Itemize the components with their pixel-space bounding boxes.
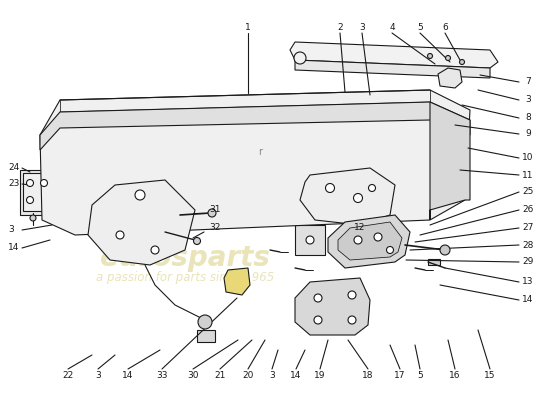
Text: 3: 3 — [269, 370, 275, 380]
Circle shape — [151, 246, 159, 254]
Polygon shape — [40, 102, 470, 150]
Bar — [428, 259, 440, 265]
Text: 20: 20 — [243, 370, 254, 380]
Bar — [444, 54, 452, 62]
Circle shape — [446, 56, 450, 60]
Bar — [162, 229, 169, 236]
Circle shape — [348, 316, 356, 324]
Text: 26: 26 — [522, 206, 534, 214]
Circle shape — [314, 316, 322, 324]
Text: 17: 17 — [394, 370, 406, 380]
Circle shape — [41, 180, 47, 186]
Text: 14: 14 — [522, 296, 534, 304]
Bar — [295, 225, 325, 255]
Text: 25: 25 — [522, 188, 534, 196]
Text: 24: 24 — [8, 164, 19, 172]
Polygon shape — [438, 68, 462, 88]
Circle shape — [427, 54, 432, 58]
Polygon shape — [40, 90, 470, 235]
Circle shape — [314, 294, 322, 302]
Text: 1: 1 — [245, 24, 251, 32]
Circle shape — [368, 184, 376, 192]
Circle shape — [116, 231, 124, 239]
Text: 13: 13 — [522, 278, 534, 286]
Circle shape — [440, 245, 450, 255]
Bar — [197, 330, 215, 342]
Text: a passion for parts since 1965: a passion for parts since 1965 — [96, 272, 274, 284]
Text: 31: 31 — [209, 206, 221, 214]
Text: 3: 3 — [8, 226, 14, 234]
Text: 14: 14 — [8, 244, 19, 252]
Polygon shape — [295, 60, 490, 78]
Bar — [426, 52, 434, 60]
Circle shape — [326, 184, 334, 192]
Bar — [458, 58, 466, 66]
Circle shape — [26, 180, 34, 186]
Text: 3: 3 — [95, 370, 101, 380]
Circle shape — [306, 236, 314, 244]
Text: 32: 32 — [210, 224, 221, 232]
Text: 22: 22 — [62, 370, 74, 380]
Text: 29: 29 — [522, 258, 534, 266]
Text: 6: 6 — [442, 24, 448, 32]
Text: 14: 14 — [290, 370, 302, 380]
Circle shape — [194, 238, 201, 244]
Text: 28: 28 — [522, 240, 534, 250]
Text: 10: 10 — [522, 154, 534, 162]
Text: eurosparts: eurosparts — [100, 244, 270, 272]
Text: 18: 18 — [362, 370, 374, 380]
Text: 2: 2 — [337, 24, 343, 32]
Text: 9: 9 — [525, 130, 531, 138]
Text: 14: 14 — [122, 370, 134, 380]
Text: 12: 12 — [354, 224, 366, 232]
Circle shape — [459, 60, 465, 64]
Text: 23: 23 — [8, 180, 19, 188]
Circle shape — [135, 190, 145, 200]
Text: 5: 5 — [417, 370, 423, 380]
Text: 21: 21 — [214, 370, 225, 380]
Polygon shape — [300, 168, 395, 225]
Polygon shape — [290, 42, 498, 68]
Circle shape — [26, 196, 34, 204]
Text: 30: 30 — [187, 370, 199, 380]
Text: 3: 3 — [359, 24, 365, 32]
Polygon shape — [430, 102, 470, 220]
Text: 8: 8 — [525, 114, 531, 122]
Circle shape — [198, 315, 212, 329]
Text: r: r — [258, 147, 262, 157]
Circle shape — [294, 52, 306, 64]
Text: 3: 3 — [525, 96, 531, 104]
Bar — [23, 173, 53, 211]
Text: 15: 15 — [484, 370, 496, 380]
Polygon shape — [224, 268, 250, 295]
Circle shape — [387, 246, 393, 254]
Circle shape — [374, 233, 382, 241]
Polygon shape — [88, 180, 195, 265]
Polygon shape — [295, 278, 370, 335]
Text: 16: 16 — [449, 370, 461, 380]
Circle shape — [30, 215, 36, 221]
Bar — [20, 170, 58, 215]
Circle shape — [208, 209, 216, 217]
Bar — [177, 211, 185, 219]
Circle shape — [348, 291, 356, 299]
Text: 7: 7 — [525, 78, 531, 86]
Circle shape — [354, 194, 362, 202]
Polygon shape — [338, 222, 402, 260]
Polygon shape — [328, 215, 410, 268]
Text: 5: 5 — [417, 24, 423, 32]
Text: 11: 11 — [522, 170, 534, 180]
Text: 33: 33 — [156, 370, 168, 380]
Text: 19: 19 — [314, 370, 326, 380]
Circle shape — [354, 236, 362, 244]
Text: 4: 4 — [389, 24, 395, 32]
Text: 27: 27 — [522, 224, 534, 232]
